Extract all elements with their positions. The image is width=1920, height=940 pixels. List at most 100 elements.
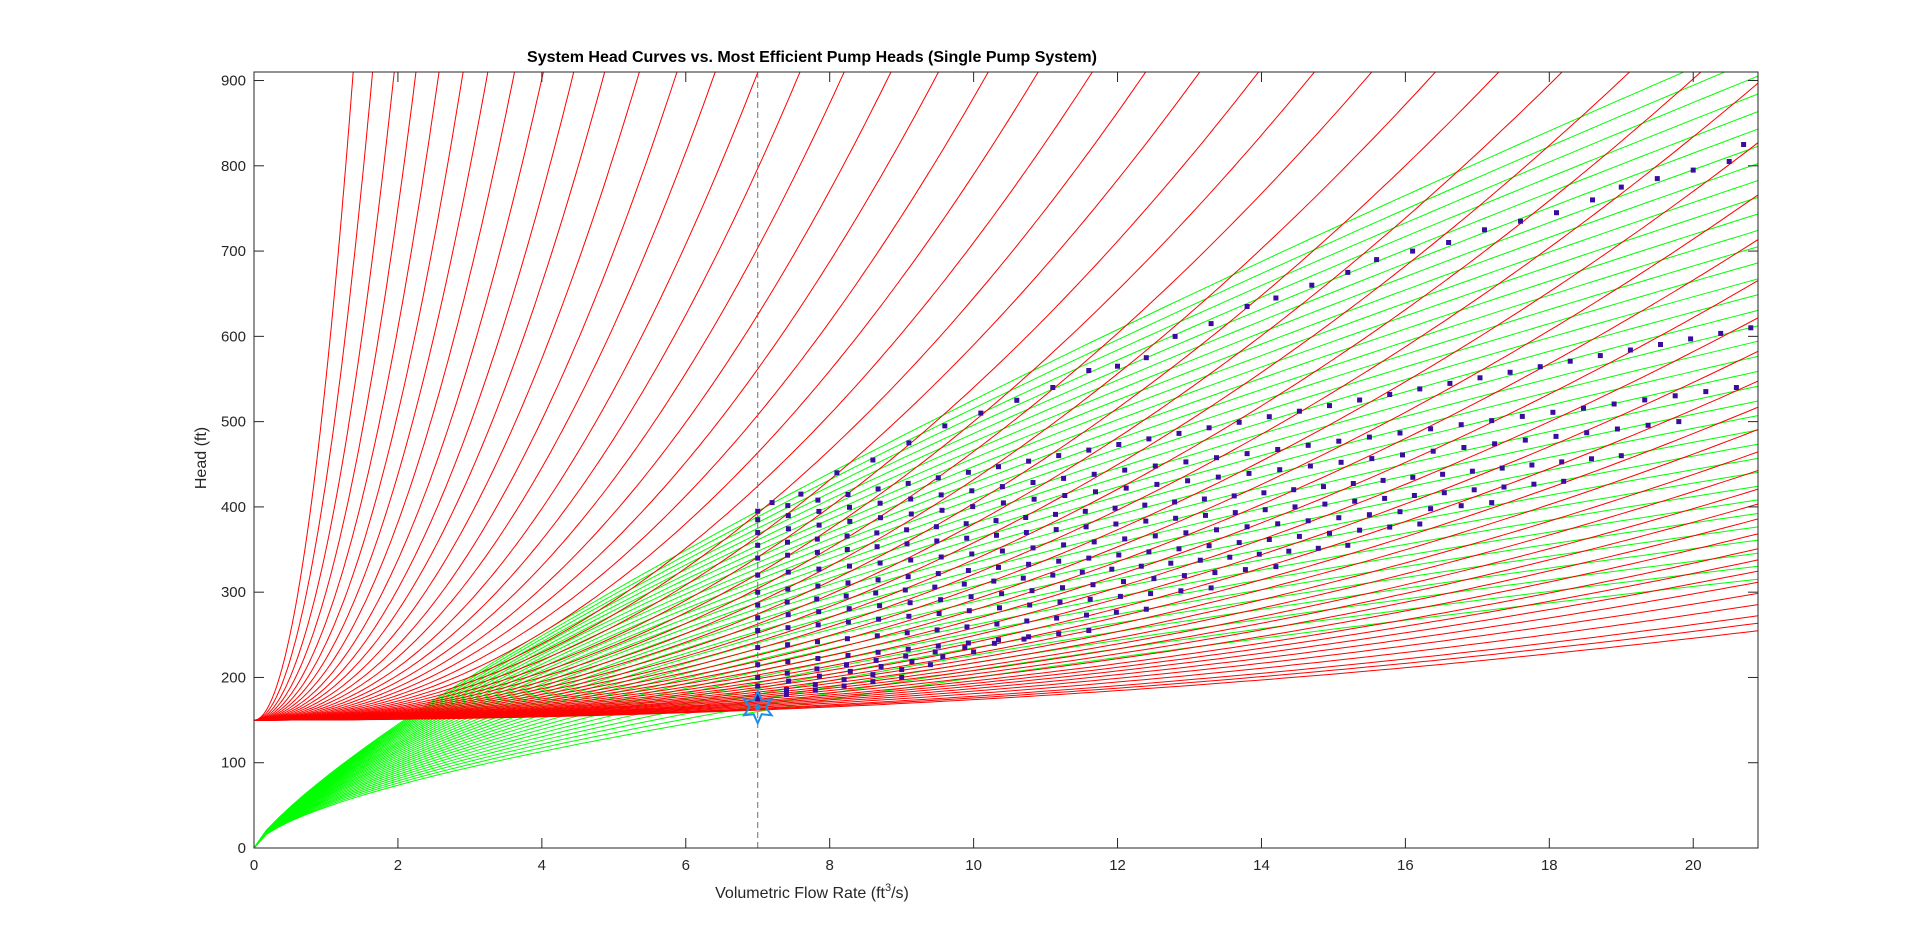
system-curve bbox=[254, 72, 1702, 721]
efficient-point bbox=[876, 616, 882, 622]
efficient-point bbox=[996, 564, 1001, 570]
pump-curve bbox=[254, 180, 1758, 848]
efficient-point bbox=[785, 526, 791, 532]
efficient-point bbox=[1027, 602, 1033, 608]
efficient-point bbox=[1026, 458, 1032, 464]
efficient-point bbox=[1109, 566, 1115, 572]
efficient-point bbox=[755, 517, 761, 523]
system-curve bbox=[254, 72, 940, 721]
efficient-point bbox=[1146, 436, 1152, 442]
efficient-point bbox=[1345, 542, 1351, 548]
efficient-point bbox=[1501, 484, 1507, 490]
efficient-point bbox=[1262, 507, 1268, 513]
efficient-point bbox=[1489, 418, 1495, 424]
efficient-point bbox=[870, 672, 876, 678]
efficient-point bbox=[1176, 546, 1182, 552]
efficient-point bbox=[962, 645, 968, 651]
efficient-point bbox=[1387, 392, 1393, 397]
efficient-point bbox=[999, 484, 1005, 490]
efficient-point bbox=[1286, 548, 1292, 554]
efficient-point bbox=[1322, 501, 1328, 507]
efficient-point bbox=[942, 423, 948, 429]
efficient-point bbox=[815, 583, 821, 589]
efficient-point bbox=[993, 518, 999, 524]
x-axis-label: Volumetric Flow Rate (ft3/s) bbox=[715, 882, 909, 902]
efficient-point bbox=[769, 500, 775, 506]
efficient-point bbox=[1458, 503, 1464, 509]
efficient-point bbox=[814, 549, 820, 555]
efficient-point bbox=[1658, 342, 1663, 347]
efficient-point bbox=[1336, 515, 1342, 521]
efficient-point bbox=[1054, 615, 1060, 621]
efficient-point bbox=[899, 667, 905, 673]
efficient-point bbox=[1461, 445, 1467, 450]
efficient-point bbox=[834, 470, 840, 476]
efficient-point bbox=[1357, 397, 1363, 403]
efficient-point bbox=[1122, 467, 1128, 473]
efficient-point bbox=[784, 687, 789, 692]
efficient-point bbox=[875, 577, 881, 583]
efficient-point bbox=[970, 504, 976, 510]
efficient-point bbox=[965, 640, 971, 646]
efficient-point bbox=[844, 636, 850, 642]
efficient-point bbox=[1172, 333, 1178, 339]
efficient-point bbox=[845, 492, 851, 497]
efficient-point bbox=[903, 653, 909, 659]
efficient-point bbox=[991, 578, 997, 584]
efficient-point bbox=[1021, 636, 1027, 642]
efficient-point bbox=[1446, 240, 1452, 245]
efficient-point bbox=[1296, 533, 1302, 539]
system-curve bbox=[254, 72, 1373, 721]
efficient-point bbox=[1178, 588, 1184, 594]
efficient-point bbox=[1116, 442, 1122, 447]
efficient-point bbox=[1026, 561, 1032, 567]
pump-curve bbox=[254, 499, 1758, 848]
y-tick-label: 600 bbox=[221, 328, 246, 345]
system-curve bbox=[254, 72, 440, 721]
efficient-point bbox=[1256, 551, 1262, 557]
efficient-point bbox=[815, 497, 821, 503]
x-tick-label: 16 bbox=[1397, 857, 1414, 874]
efficient-point bbox=[877, 500, 883, 506]
efficient-point bbox=[908, 496, 914, 502]
system-curve bbox=[254, 72, 1631, 721]
efficient-point bbox=[905, 574, 911, 580]
x-tick-label: 8 bbox=[826, 857, 834, 874]
efficient-point bbox=[994, 532, 999, 538]
system-curve bbox=[254, 72, 489, 721]
efficient-point bbox=[1093, 489, 1098, 495]
efficient-point bbox=[1014, 397, 1020, 403]
efficient-point bbox=[1246, 470, 1252, 476]
efficient-point bbox=[1084, 612, 1089, 618]
efficient-point bbox=[1350, 481, 1356, 486]
efficient-point bbox=[935, 643, 941, 649]
efficient-point bbox=[905, 480, 911, 486]
efficient-point bbox=[815, 639, 820, 645]
efficient-point bbox=[908, 557, 914, 563]
efficient-point bbox=[815, 622, 821, 628]
y-axis-label: Head (ft) bbox=[193, 427, 210, 489]
efficient-point bbox=[1273, 295, 1279, 301]
efficient-point bbox=[1154, 481, 1160, 487]
system-curve bbox=[254, 72, 1147, 721]
efficient-point bbox=[755, 589, 761, 595]
efficient-point bbox=[755, 628, 761, 633]
pump-curve bbox=[254, 565, 1758, 848]
efficient-point bbox=[1029, 588, 1035, 594]
efficient-point bbox=[1518, 218, 1523, 224]
efficient-point bbox=[844, 662, 849, 668]
efficient-point bbox=[785, 642, 791, 648]
efficient-point bbox=[1428, 426, 1434, 432]
efficient-point bbox=[936, 611, 942, 616]
efficient-point bbox=[755, 602, 761, 608]
efficient-point bbox=[1266, 537, 1272, 542]
system-curve bbox=[254, 72, 374, 721]
efficient-point bbox=[1748, 325, 1754, 331]
efficient-point bbox=[1676, 419, 1682, 425]
y-tick-label: 500 bbox=[221, 414, 246, 431]
efficient-point bbox=[994, 621, 1000, 627]
efficient-point bbox=[1244, 524, 1250, 530]
efficient-point bbox=[1507, 369, 1513, 375]
efficient-point bbox=[1056, 558, 1062, 564]
system-curve bbox=[254, 239, 1758, 721]
